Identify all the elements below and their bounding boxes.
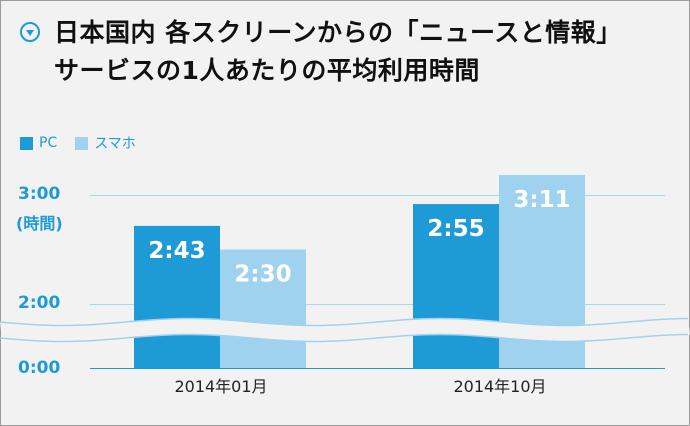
- x-tick-label-2014-01: 2014年01月: [174, 377, 268, 396]
- legend-swatch-pc: [20, 136, 33, 150]
- legend-item-pc: PC: [20, 135, 57, 151]
- bar-pc-1: [413, 204, 499, 368]
- axis-break-line-1: [0, 333, 689, 343]
- ytick-3-00: 3:00: [18, 184, 61, 204]
- bar-label-pc-0: 2:43: [148, 238, 205, 264]
- ytick-0-00: 0:00: [18, 358, 61, 378]
- bar-label-smartphone-1: 3:11: [513, 187, 570, 213]
- y-axis-label: (時間): [16, 214, 63, 233]
- legend-swatch-smartphone: [75, 136, 89, 150]
- chart-title-line2: サービスの1人あたりの平均利用時間: [54, 56, 480, 85]
- legend-item-smartphone: スマホ: [75, 133, 136, 153]
- bar-label-smartphone-0: 2:30: [234, 262, 291, 288]
- x-tick-label-2014-10: 2014年10月: [453, 377, 547, 396]
- x-axis-line: [90, 368, 665, 369]
- legend: PC スマホ: [20, 133, 154, 153]
- bar-label-pc-1: 2:55: [427, 216, 484, 242]
- bar-pc-0: [134, 225, 220, 368]
- legend-label-pc: PC: [39, 135, 58, 151]
- bar-smartphone-0: [220, 249, 306, 368]
- chart-title-line1: 日本国内 各スクリーンからの「ニュースと情報」: [54, 18, 622, 47]
- chevron-down-circle-icon: [20, 22, 40, 42]
- legend-label-smartphone: スマホ: [94, 136, 136, 152]
- chart-title: 日本国内 各スクリーンからの「ニュースと情報」 サービスの1人あたりの平均利用時…: [54, 14, 674, 90]
- gridline-2-00: [90, 304, 665, 305]
- ytick-2-00: 2:00: [18, 293, 61, 313]
- gridline-3-00: [90, 195, 665, 196]
- axis-break-line-0: [0, 317, 689, 327]
- axis-break-band: [0, 318, 690, 342]
